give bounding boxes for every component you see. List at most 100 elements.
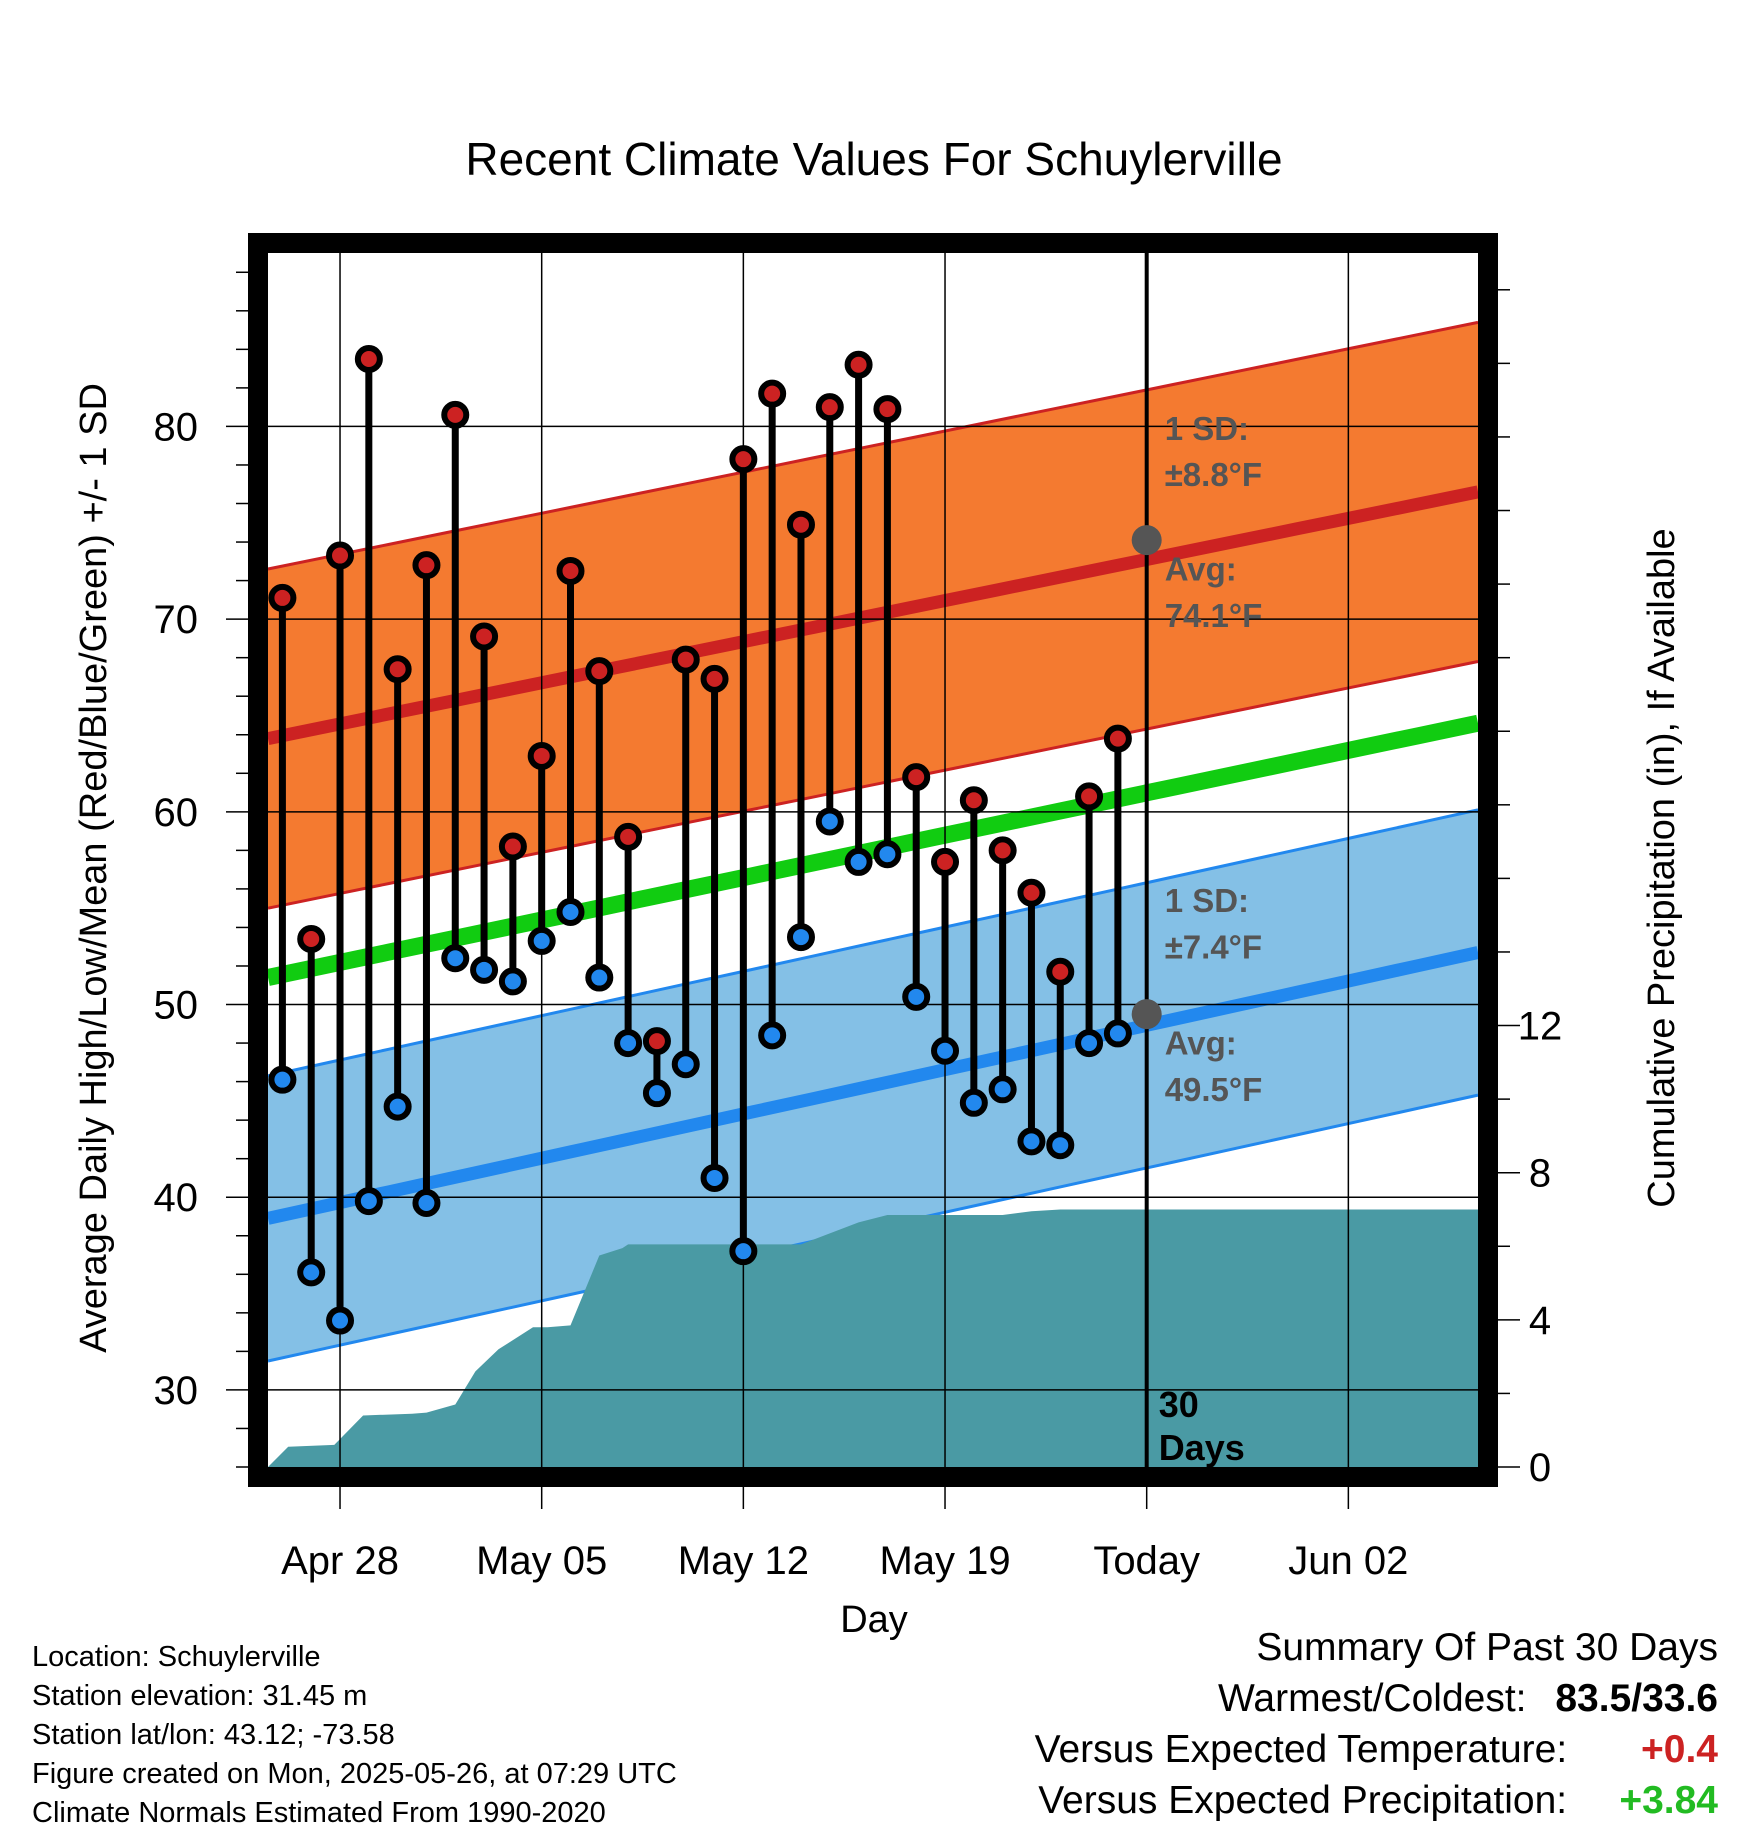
- low-average-line: [266, 946, 1480, 1225]
- y-axis-label-left: Average Daily High/Low/Mean (Red/Blue/Gr…: [73, 383, 115, 1353]
- y-tick-label-left: 80: [154, 405, 199, 449]
- latlon-text: Station lat/lon: 43.12; -73.58: [32, 1719, 395, 1751]
- warmest-coldest-value: 83.5/33.6: [1555, 1677, 1718, 1720]
- low-point: [902, 982, 931, 1011]
- low-point: [671, 1050, 700, 1079]
- low-avg-value: 49.5°F: [1165, 1071, 1263, 1108]
- high-point: [441, 400, 470, 429]
- low-point: [786, 923, 815, 952]
- low-point: [268, 1065, 297, 1094]
- low-point: [844, 847, 873, 876]
- high-point: [815, 393, 844, 422]
- x-tick-label: Apr 28: [281, 1539, 399, 1583]
- high-point: [614, 822, 643, 851]
- high-point: [931, 847, 960, 876]
- high-point: [844, 350, 873, 379]
- low-sd-label: 1 SD:: [1165, 882, 1249, 919]
- low-point: [815, 807, 844, 836]
- low-sd-value: ±7.4°F: [1165, 928, 1262, 965]
- high-point: [498, 832, 527, 861]
- high-point: [412, 551, 441, 580]
- temp-vs-expected-value: +0.4: [1641, 1728, 1718, 1771]
- station-info: Location: Schuylerville Station elevatio…: [32, 1638, 677, 1833]
- high-point: [642, 1027, 671, 1056]
- y-tick-label-left: 70: [154, 598, 199, 642]
- low-point: [412, 1189, 441, 1218]
- precip-area: [268, 1209, 1478, 1467]
- high-point: [326, 541, 355, 570]
- y-tick-label-left: 30: [154, 1369, 199, 1413]
- low-point: [585, 963, 614, 992]
- x-tick-label: May 12: [678, 1539, 809, 1583]
- x-tick-label: May 05: [476, 1539, 607, 1583]
- low-avg-label: Avg:: [1165, 1025, 1237, 1062]
- y-tick-label-right: 0: [1529, 1446, 1551, 1490]
- high-point: [700, 664, 729, 693]
- x-tick-label: Jun 02: [1288, 1539, 1408, 1583]
- high-band-upper-edge: [267, 320, 1479, 571]
- high-point: [556, 556, 585, 585]
- low-point: [1075, 1029, 1104, 1058]
- low-point: [527, 926, 556, 955]
- high-point: [527, 741, 556, 770]
- low-point: [354, 1187, 383, 1216]
- created-text: Figure created on Mon, 2025-05-26, at 07…: [32, 1758, 677, 1790]
- mean-average-line: [266, 714, 1480, 986]
- x-axis-label: Day: [840, 1599, 908, 1641]
- location-text: Location: Schuylerville: [32, 1641, 321, 1673]
- high-point: [671, 645, 700, 674]
- high-point: [729, 445, 758, 474]
- high-point: [1103, 724, 1132, 753]
- y-tick-label-right: 4: [1529, 1299, 1551, 1343]
- low-point: [614, 1029, 643, 1058]
- low-band-upper-edge: [267, 808, 1479, 1078]
- low-point: [700, 1163, 729, 1192]
- low-point: [931, 1036, 960, 1065]
- plot-frame: [248, 233, 1498, 1487]
- low-point: [1017, 1127, 1046, 1156]
- low-point: [556, 898, 585, 927]
- high-point: [470, 622, 499, 651]
- y-tick-label-left: 50: [154, 984, 199, 1028]
- low-point: [959, 1088, 988, 1117]
- y-tick-label-right: 8: [1529, 1152, 1551, 1196]
- high-point: [873, 395, 902, 424]
- low-point: [470, 955, 499, 984]
- high-average-today-marker: [1131, 525, 1162, 556]
- high-point: [1075, 782, 1104, 811]
- plot-area: 1 SD: ±8.8°F Avg: 74.1°F 1 SD: ±7.4°F Avg: 49.5…: [154, 233, 1562, 1583]
- normals-text: Climate Normals Estimated From 1990-2020: [32, 1797, 606, 1829]
- summary-panel: Summary Of Past 30 Days Warmest/Coldest:…: [1035, 1622, 1718, 1826]
- high-sd-value: ±8.8°F: [1165, 456, 1262, 493]
- low-point: [1103, 1019, 1132, 1048]
- high-point: [383, 655, 412, 684]
- high-point: [988, 836, 1017, 865]
- high-point: [1046, 957, 1075, 986]
- x-tick-label: May 19: [879, 1539, 1010, 1583]
- y-tick-label-left: 40: [154, 1176, 199, 1220]
- high-point: [959, 786, 988, 815]
- low-average-today-marker: [1131, 999, 1162, 1030]
- high-point: [354, 344, 383, 373]
- days-count-label: 30: [1159, 1384, 1199, 1425]
- high-point: [1017, 878, 1046, 907]
- precip-vs-expected-row: Versus Expected Precipitation: +3.84: [1035, 1775, 1718, 1826]
- high-point: [297, 925, 326, 954]
- low-point: [441, 944, 470, 973]
- high-sd-label: 1 SD:: [1165, 410, 1249, 447]
- low-point: [758, 1021, 787, 1050]
- high-point: [758, 379, 787, 408]
- summary-heading: Summary Of Past 30 Days: [1256, 1626, 1718, 1669]
- low-point: [498, 967, 527, 996]
- temp-vs-expected-row: Versus Expected Temperature: +0.4: [1035, 1724, 1718, 1775]
- high-point: [268, 583, 297, 612]
- low-point: [642, 1079, 671, 1108]
- low-point: [729, 1237, 758, 1266]
- high-band-lower-edge: [267, 660, 1479, 910]
- low-point: [297, 1258, 326, 1287]
- high-average-line: [266, 485, 1480, 745]
- precip-vs-expected-label: Versus Expected Precipitation:: [1038, 1779, 1568, 1822]
- y-axis-label-right: Cumulative Precipitation (in), If Availa…: [1641, 528, 1683, 1207]
- high-point: [585, 657, 614, 686]
- temp-vs-expected-label: Versus Expected Temperature:: [1034, 1728, 1568, 1771]
